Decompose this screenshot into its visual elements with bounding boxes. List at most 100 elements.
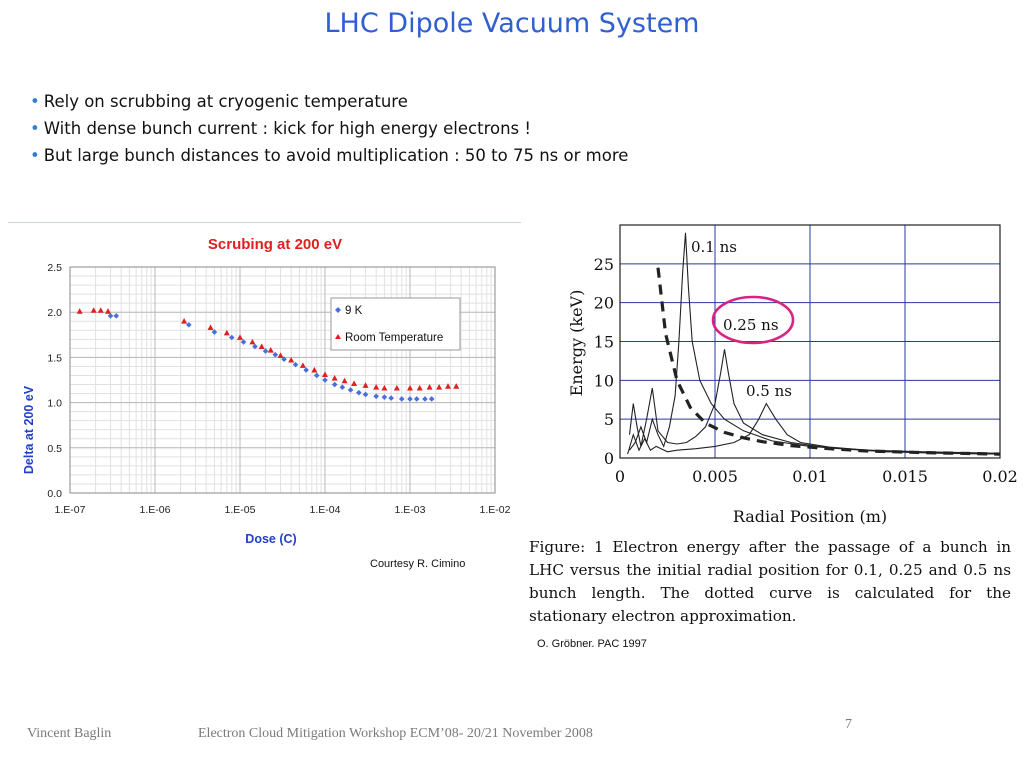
annotation-label: 0.1 ns [691,238,737,256]
data-point-room-temperature [416,384,423,391]
data-point-room-temperature [181,318,188,324]
data-point-9k [388,395,394,401]
data-point-room-temperature [436,384,443,390]
data-point-room-temperature [288,356,295,363]
x-axis-label: Dose (C) [245,532,296,546]
bullet-text: Rely on scrubbing at cryogenic temperatu… [43,92,408,111]
data-point-9k [413,396,420,402]
x-tick-label: 0 [615,467,625,486]
bullet-list: • Rely on scrubbing at cryogenic temperat… [30,88,628,169]
x-tick-label: 1.E-04 [310,504,341,516]
x-tick-label: 1.E-06 [140,504,171,516]
data-point-9k [272,351,279,358]
data-point-9k [252,343,258,350]
data-point-9k [228,334,235,341]
y-axis-label: Energy (keV) [567,290,586,397]
data-point-room-temperature [341,377,348,384]
data-point-9k [356,389,362,396]
data-point-9k [262,348,269,354]
data-point-room-temperature [373,384,380,390]
data-point-room-temperature [76,308,83,314]
data-point-9k [113,313,120,319]
data-point-9k [211,329,218,335]
y-tick-label: 2.5 [47,262,62,274]
data-point-9k [331,381,338,388]
data-point-9k [339,384,346,391]
figure-caption: Figure: 1 Electron energy after the pass… [529,538,1011,625]
data-point-9k [347,387,354,393]
page-number: 7 [845,717,852,732]
legend-marker-9k [335,307,341,313]
data-point-9k [362,391,369,398]
highlight-ellipse [711,295,795,345]
chart-legend: 9 K Room Temperature [330,297,461,351]
annotation-label: 0.5 ns [746,382,792,400]
y-tick-label: 15 [594,333,614,352]
data-point-9k [398,396,405,402]
data-point-room-temperature [407,384,413,391]
data-point-9k [303,367,309,373]
bullet-icon: • [30,146,40,165]
data-point-room-temperature [362,382,369,388]
y-tick-label: 20 [594,294,614,313]
data-point-room-temperature [267,346,274,353]
x-tick-label: 1.E-05 [225,504,256,516]
data-point-9k [373,393,379,400]
annotation-label: 0.25 ns [723,316,779,334]
y-tick-label: 0 [604,449,614,468]
y-tick-label: 5 [604,410,614,429]
data-point-room-temperature [453,383,460,389]
slide-title: LHC Dipole Vacuum System [324,8,700,39]
data-point-9k [281,356,287,363]
x-axis-label: Radial Position (m) [733,507,887,526]
data-point-room-temperature [277,352,284,358]
data-point-room-temperature [322,371,328,377]
data-point-9k [422,396,428,402]
data-point-room-temperature [90,307,97,313]
y-tick-label: 0.0 [47,488,62,500]
data-point-9k [186,322,192,328]
bullet-text: But large bunch distances to avoid multi… [43,146,629,165]
data-point-room-temperature [299,362,306,368]
data-point-9k [292,361,299,368]
legend-label-room-temperature: Room Temperature [345,332,443,344]
data-point-room-temperature [331,374,338,381]
footer-author: Vincent Baglin [27,726,112,741]
chart-divider [8,222,521,223]
x-tick-label: 0.005 [692,467,738,486]
x-tick-label: 0.015 [882,467,928,486]
data-point-room-temperature [445,383,452,389]
x-tick-label: 1.E-03 [395,504,426,516]
series-line-0 [629,232,1001,455]
data-point-9k [240,339,247,345]
bullet-item: • With dense bunch current : kick for hig… [30,115,628,142]
bullet-item: • Rely on scrubbing at cryogenic temperat… [30,88,628,115]
data-point-9k [428,396,435,402]
bullet-icon: • [30,119,40,138]
data-point-room-temperature [105,308,112,314]
bullet-item: • But large bunch distances to avoid mult… [30,142,628,169]
x-tick-label: 0.02 [982,467,1018,486]
data-point-room-temperature [381,384,388,391]
legend-label-9k: 9 K [345,305,363,317]
x-tick-label: 0.01 [792,467,828,486]
plot-frame [619,224,1001,459]
data-point-room-temperature [426,384,433,390]
y-tick-label: 2.0 [47,307,62,319]
x-tick-label: 1.E-07 [55,504,86,516]
series-line-1 [628,349,1001,455]
data-point-room-temperature [351,380,358,387]
data-point-9k [407,396,413,402]
y-tick-label: 10 [594,371,614,390]
plot-frame [69,266,496,494]
figure-reference: O. Gröbner. PAC 1997 [537,638,647,650]
data-point-9k [381,394,388,400]
courtesy-note: Courtesy R. Cimino [370,558,466,570]
footer-event: Electron Cloud Mitigation Workshop ECM’0… [198,726,593,741]
x-tick-label: 1.E-02 [480,504,511,516]
series-line-3 [656,267,1001,456]
data-point-room-temperature [97,307,104,313]
data-point-room-temperature [223,329,230,336]
data-point-9k [322,377,328,383]
data-point-9k [313,372,320,379]
